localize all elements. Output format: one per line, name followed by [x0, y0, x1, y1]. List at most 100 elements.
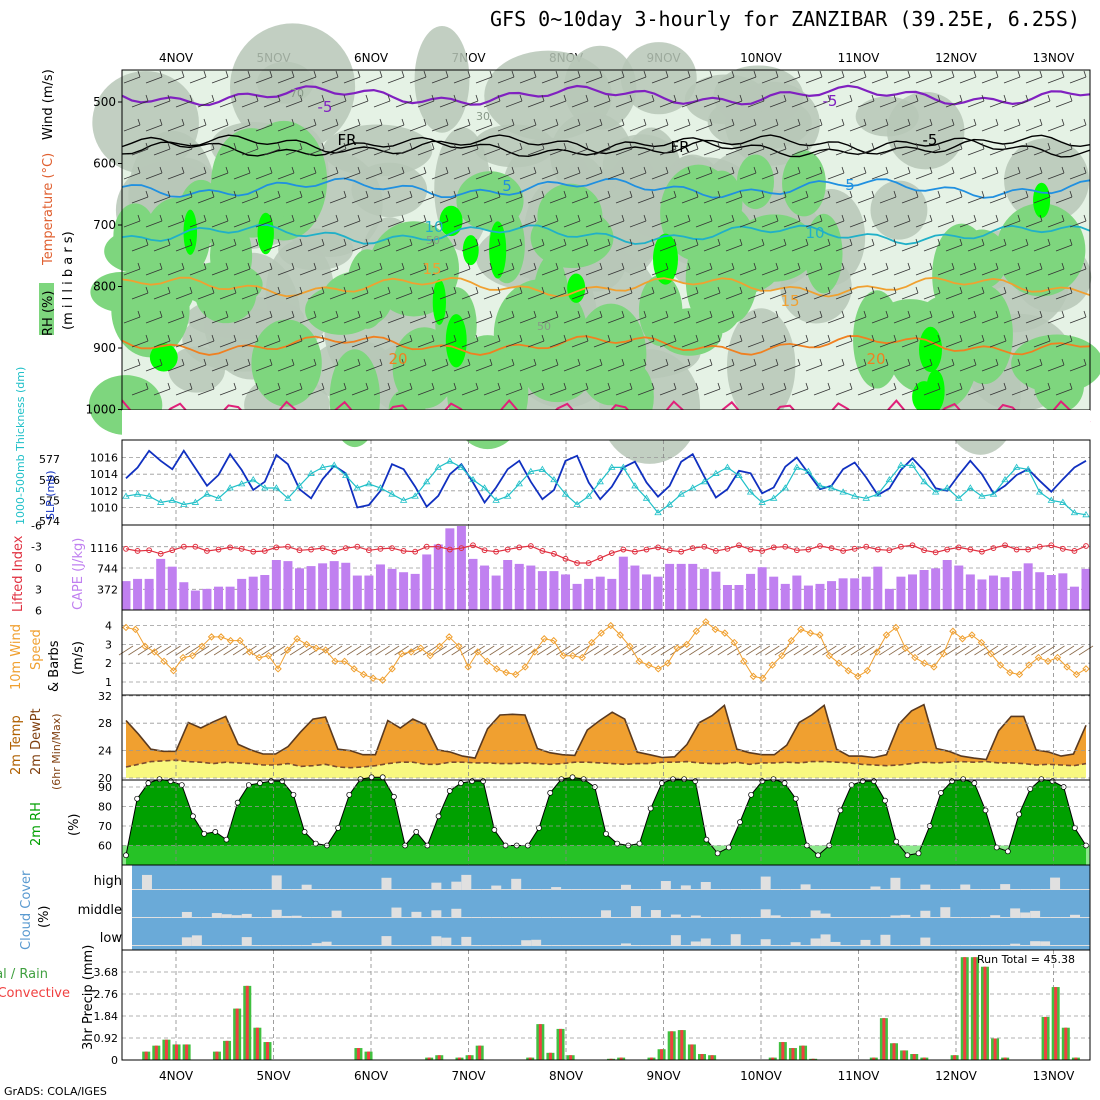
wind10-barb [166, 645, 181, 656]
wind-barb [967, 148, 985, 156]
wind-barb-flag [1061, 310, 1065, 318]
wind-barb-flag [511, 358, 515, 366]
wind-barb [321, 76, 339, 84]
wind-barb [879, 196, 897, 204]
wind-barb [695, 268, 713, 276]
cloud-bar [301, 917, 312, 918]
thickness-marker [989, 490, 998, 497]
wind-speed-marker [473, 648, 482, 656]
cloud-bar [780, 917, 791, 918]
cape-bar [1012, 571, 1022, 610]
wind-barb [1055, 244, 1073, 252]
wind-barb [703, 100, 721, 108]
wind-barb [167, 172, 185, 180]
wind-barb [219, 292, 237, 300]
wind-barb [585, 268, 603, 276]
wind-barb [461, 148, 479, 156]
wind-barb-flag [1069, 142, 1073, 150]
wind-barb-flag [555, 118, 559, 126]
thickness-marker [168, 496, 176, 503]
cloud-bar [361, 917, 372, 918]
precip-conv-bar [902, 1050, 906, 1060]
wind-barb-flag [379, 262, 383, 270]
wind-barb-flag [1069, 238, 1073, 246]
wind-barb [717, 220, 735, 228]
cloud-bar [241, 913, 252, 918]
li-marker [250, 548, 257, 555]
cloud-bar [371, 917, 382, 918]
wind-barb [211, 268, 229, 276]
wind-barb-flag [189, 142, 193, 150]
cape-bar [271, 560, 281, 610]
wind-barb [307, 244, 325, 252]
precip-conv-bar [953, 1055, 957, 1060]
rh-legend-swatch [39, 283, 54, 335]
wind-barb [453, 172, 471, 180]
wind-barb [175, 292, 193, 300]
wind10-barb [441, 645, 457, 656]
wind-barb-flag [981, 190, 985, 198]
cloud-bar [960, 917, 971, 918]
wind-barb [373, 388, 391, 396]
wind-speed-marker [578, 653, 586, 662]
wind10-barb [128, 645, 143, 656]
thickness-marker [365, 480, 373, 487]
cloud-bar [850, 945, 861, 946]
wind-barb-flag [709, 214, 713, 222]
wind-speed-marker [188, 651, 197, 660]
wind-barb [1025, 364, 1043, 372]
wind-speed-marker [160, 657, 168, 666]
li-marker [539, 548, 546, 554]
wind-speed-marker [996, 661, 1005, 669]
contour-label: 20 [388, 350, 407, 368]
li-marker [192, 543, 199, 550]
wind-barb-flag [313, 310, 317, 318]
wind-barb [329, 100, 347, 108]
wind-barb-flag [643, 358, 647, 366]
wind-barb-flag [189, 94, 193, 102]
cloud-bar [411, 911, 422, 918]
thickness-marker [723, 463, 732, 470]
cloud-bar [431, 936, 442, 946]
cloud-bar [301, 884, 312, 890]
wind-barb [571, 196, 589, 204]
wind-barb-flag [761, 382, 765, 390]
wind-barb [329, 244, 347, 252]
wind-barb-flag [753, 358, 757, 366]
wind-barb [1055, 340, 1073, 348]
cape-bar [618, 556, 628, 610]
wind-speed-marker [835, 659, 843, 667]
wind-barb [959, 172, 977, 180]
wind-barb-flag [511, 118, 515, 126]
wind10-barb [603, 645, 618, 656]
wind10-barb [622, 645, 637, 656]
rh-gray-area [886, 91, 965, 170]
rh-green-area [736, 154, 775, 210]
cloud-bar [880, 889, 891, 890]
wind-barb-flag [599, 70, 603, 78]
cloud-bar [890, 877, 901, 890]
wind-barb-flag [365, 94, 369, 102]
wind-barb [725, 244, 743, 252]
wind-barb-flag [467, 214, 471, 222]
cape-bar [746, 573, 756, 610]
wind10-barb [679, 645, 695, 656]
wind-speed-marker [768, 661, 777, 669]
wind-barb-flag [863, 70, 867, 78]
precip-conv-bar [882, 1018, 886, 1060]
wind-barb-flag [775, 310, 779, 318]
wind-barb-flag [137, 310, 141, 318]
rh-marker [123, 852, 129, 859]
wind-barb-flag [665, 358, 669, 366]
cloud-bar [261, 917, 272, 918]
cloud-bar [321, 941, 332, 946]
wind-barb-flag [907, 262, 911, 270]
li-marker [967, 546, 974, 553]
cloud-bar [700, 882, 711, 890]
cloud-bar [800, 884, 811, 890]
cape-bar [861, 576, 871, 610]
wind-barb [827, 364, 845, 372]
wind-barb-flag [181, 310, 185, 318]
wind-barb [343, 220, 361, 228]
wind-barb [483, 196, 501, 204]
